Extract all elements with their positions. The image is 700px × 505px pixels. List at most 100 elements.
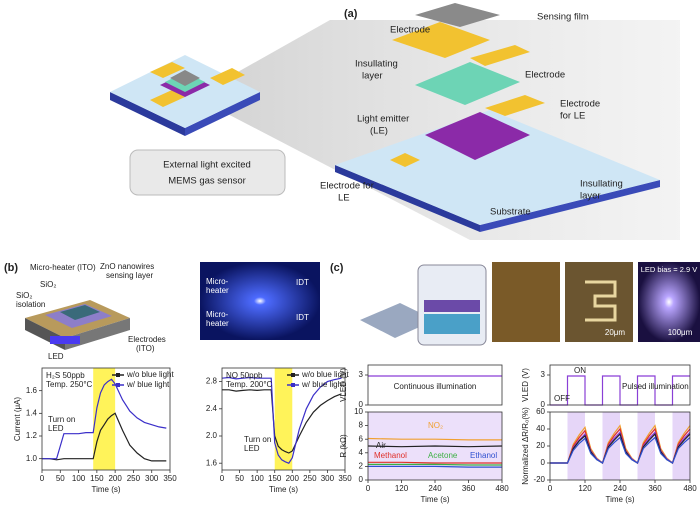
x-tick-label: 120 xyxy=(578,484,592,493)
label: sensing layer xyxy=(106,271,153,280)
y-tick-label: 60 xyxy=(536,407,545,416)
label: Electrode xyxy=(560,99,600,110)
series-line xyxy=(221,376,342,464)
x-axis-label: Time (s) xyxy=(420,495,449,504)
panel-label: (c) xyxy=(330,262,344,274)
callout-line: MEMS gas sensor xyxy=(168,176,246,187)
y-tick-label: 3 xyxy=(359,370,364,379)
plot-frame xyxy=(221,367,346,471)
highlight-span xyxy=(93,368,116,470)
y-axis-label: Normalized ΔR/R₀(%) xyxy=(521,407,530,485)
photo xyxy=(492,262,560,342)
x-tick-label: 240 xyxy=(428,484,442,493)
x-axis-label: Time (s) xyxy=(269,485,298,494)
x-tick-label: 200 xyxy=(286,474,300,483)
callout-line: External light excited xyxy=(163,160,251,171)
photo xyxy=(638,262,700,342)
label: layer xyxy=(580,191,601,202)
x-tick-label: 50 xyxy=(235,474,244,483)
x-tick-label: 250 xyxy=(127,474,141,483)
panel-label: (a) xyxy=(344,8,358,20)
label: SiO₂ xyxy=(40,280,56,289)
plot-frame xyxy=(367,364,503,406)
label: Micro- xyxy=(206,277,229,286)
label: Substrate xyxy=(490,207,531,218)
y-tick-label: 4 xyxy=(359,448,364,457)
label: Electrode xyxy=(390,25,430,36)
plot-frame xyxy=(549,411,691,481)
annotation: LED xyxy=(244,444,260,453)
label: Insullating xyxy=(580,179,623,190)
y-tick-label: 2.0 xyxy=(206,431,218,440)
y-tick-label: 1.0 xyxy=(26,454,38,463)
plot-frame xyxy=(549,364,691,406)
legend-marker xyxy=(116,383,120,387)
x-tick-label: 240 xyxy=(613,484,627,493)
series-line xyxy=(368,465,502,468)
label: (LE) xyxy=(370,126,388,137)
label: layer xyxy=(362,71,383,82)
annotation: ON xyxy=(574,366,586,375)
legend-label: w/ blue light xyxy=(126,380,170,389)
photo xyxy=(200,262,320,340)
annotation: OFF xyxy=(554,394,570,403)
series-line xyxy=(368,463,502,466)
small-device xyxy=(110,55,260,136)
series-line xyxy=(367,437,502,441)
series-line xyxy=(42,412,167,462)
x-tick-label: 0 xyxy=(366,484,371,493)
label: Electrode xyxy=(525,70,565,81)
y-tick-label: 1.6 xyxy=(26,386,38,395)
label: Insullating xyxy=(355,59,398,70)
schematic xyxy=(360,303,435,338)
y-tick-label: 0 xyxy=(359,475,364,484)
label: (ITO) xyxy=(136,344,155,353)
x-tick-label: 250 xyxy=(303,474,317,483)
label: heater xyxy=(206,286,229,295)
x-tick-label: 360 xyxy=(648,484,662,493)
label: LED xyxy=(48,352,64,361)
label: LE xyxy=(338,193,350,204)
x-tick-label: 360 xyxy=(462,484,476,493)
x-tick-label: 150 xyxy=(268,474,282,483)
panel-label: (b) xyxy=(4,262,18,274)
series-line xyxy=(368,461,502,464)
highlight-span xyxy=(274,368,293,470)
series-label: Acetone xyxy=(428,451,458,460)
y-tick-label: 2 xyxy=(359,462,364,471)
scale-label: 20μm xyxy=(605,328,626,337)
label: for LE xyxy=(560,111,585,122)
x-axis-label: Time (s) xyxy=(91,485,120,494)
y-tick-label: 1.2 xyxy=(26,431,38,440)
label: isolation xyxy=(16,300,45,309)
y-axis-label: VLED (V) xyxy=(521,368,530,402)
legend-marker xyxy=(291,373,295,377)
x-tick-label: 0 xyxy=(40,474,45,483)
x-tick-label: 300 xyxy=(321,474,335,483)
panel-a: (a) External light excited MEMS gas sens… xyxy=(110,3,680,240)
x-tick-label: 50 xyxy=(56,474,65,483)
y-tick-label: 10 xyxy=(354,407,363,416)
x-tick-label: 300 xyxy=(145,474,159,483)
panel-b: (b) Micro-heater (ITO) ZnO nanowires sen… xyxy=(4,262,320,361)
y-tick-label: 2.8 xyxy=(206,377,218,386)
y-tick-label: 20 xyxy=(536,441,545,450)
y-tick-label: 0 xyxy=(541,458,546,467)
legend-marker xyxy=(291,383,295,387)
series-label: Methanol xyxy=(374,451,407,460)
device-b xyxy=(25,300,130,350)
x-tick-label: 350 xyxy=(338,474,352,483)
plot-frame xyxy=(367,411,503,481)
series-label: NO₂ xyxy=(428,421,443,430)
panel-c: (c) 20μm LED bias = 2.9 V 100μm xyxy=(330,262,700,346)
x-tick-label: 480 xyxy=(683,484,697,493)
legend-label: w/o blue light xyxy=(126,370,174,379)
series-line xyxy=(550,436,691,464)
series-label: Air xyxy=(376,441,386,450)
y-tick-label: 0 xyxy=(541,400,546,409)
y-tick-label: 6 xyxy=(359,434,364,443)
x-tick-label: 0 xyxy=(220,474,225,483)
plot-frame xyxy=(41,367,171,471)
annotation: Temp. 250°C xyxy=(46,380,93,389)
